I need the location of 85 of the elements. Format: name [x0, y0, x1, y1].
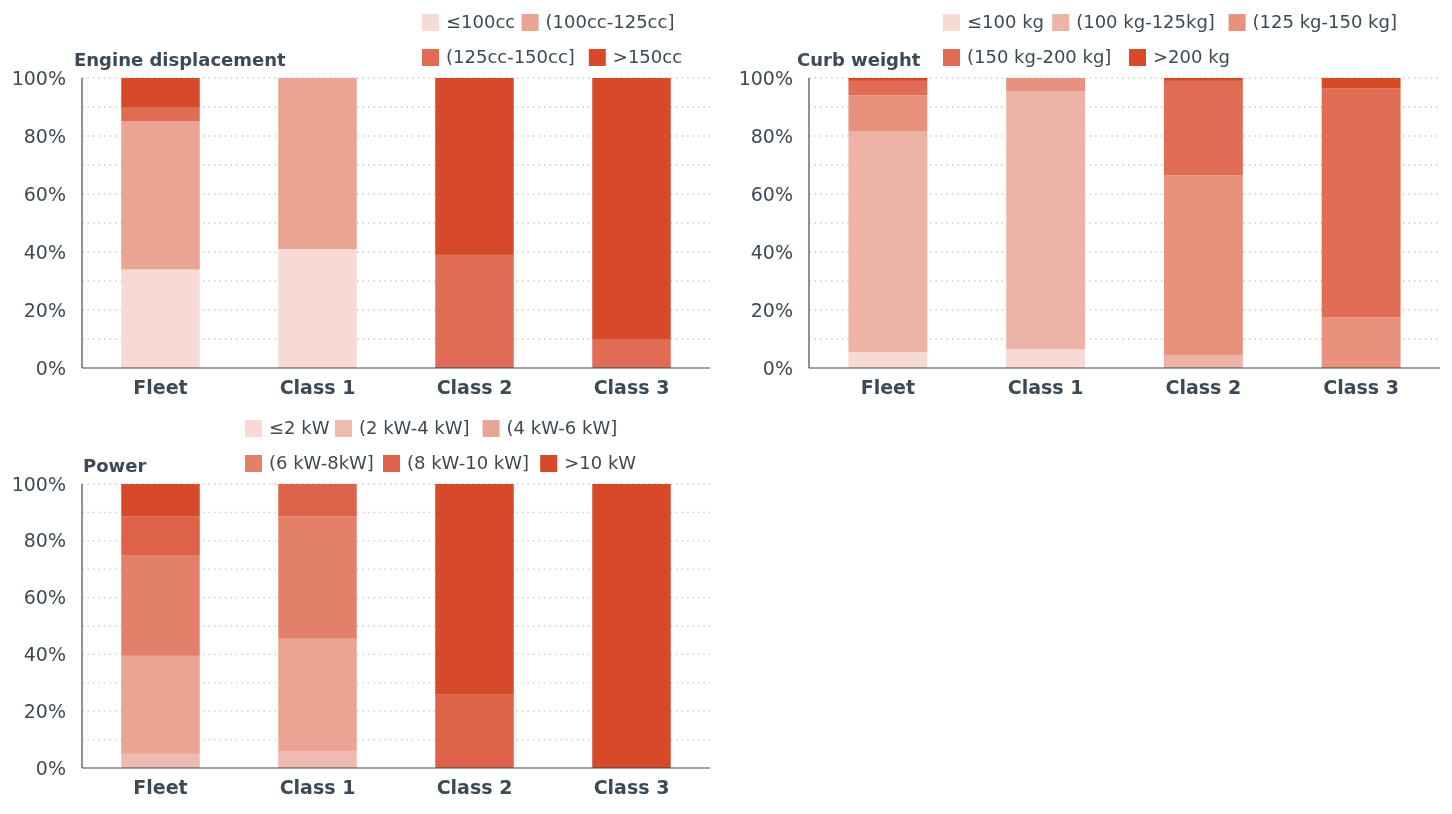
y-tick-label: 0%	[762, 356, 793, 379]
bar	[278, 516, 357, 639]
legend-label: ≤2 kW	[269, 417, 330, 439]
y-tick-label: 20%	[750, 298, 793, 321]
bar	[121, 78, 200, 107]
bar	[1163, 80, 1243, 176]
bar	[1006, 349, 1086, 368]
chart-title: Power	[83, 455, 147, 476]
legend-label: (100 kg-125kg]	[1076, 11, 1215, 33]
x-tick-label: Class 2	[1165, 376, 1242, 398]
bar	[278, 638, 357, 751]
bar	[278, 484, 357, 517]
bar	[121, 107, 200, 122]
bar	[848, 78, 928, 81]
bar	[121, 484, 200, 517]
y-tick-label: 0%	[35, 356, 66, 379]
chart-title: Curb weight	[797, 49, 921, 70]
bar	[592, 339, 671, 368]
y-tick-label: 20%	[23, 298, 66, 321]
legend-label: >200 kg	[1153, 46, 1231, 68]
legend-label: (100cc-125cc]	[545, 11, 675, 33]
y-tick-label: 80%	[23, 124, 66, 147]
y-tick-label: 60%	[23, 182, 66, 205]
x-tick-label: Class 3	[1323, 376, 1399, 398]
bar	[121, 269, 200, 368]
y-tick-label: 80%	[750, 124, 793, 147]
bar	[1163, 175, 1243, 355]
bar	[121, 753, 200, 768]
x-tick-label: Class 1	[279, 376, 356, 398]
x-tick-label: Fleet	[860, 376, 916, 398]
x-tick-label: Class 2	[436, 376, 513, 398]
x-tick-label: Class 2	[436, 776, 513, 798]
y-tick-label: 0%	[35, 756, 66, 779]
y-tick-label: 100%	[11, 66, 66, 89]
bar	[1321, 78, 1401, 89]
legend-label: ≤100 kg	[967, 11, 1045, 33]
y-tick-label: 40%	[23, 643, 66, 666]
bar	[1006, 78, 1086, 92]
y-tick-label: 80%	[23, 529, 66, 552]
x-tick-label: Class 3	[593, 776, 670, 798]
legend-label: >10 kW	[564, 452, 637, 474]
bar	[1163, 354, 1243, 368]
legend-label: (150 kg-200 kg]	[967, 46, 1112, 68]
bar	[435, 484, 514, 695]
x-tick-label: Class 3	[593, 376, 670, 398]
bar	[592, 484, 671, 768]
x-tick-label: Class 1	[1007, 376, 1084, 398]
bar	[435, 78, 514, 255]
x-tick-label: Fleet	[133, 776, 188, 798]
bar	[278, 750, 357, 768]
y-tick-label: 60%	[750, 182, 793, 205]
bar	[121, 516, 200, 555]
y-tick-label: 60%	[23, 586, 66, 609]
bar	[1006, 91, 1086, 350]
x-tick-label: Class 1	[279, 776, 356, 798]
bar	[435, 694, 514, 768]
legend-label: ≤100cc	[446, 11, 516, 33]
bar	[121, 121, 200, 270]
bar	[121, 555, 200, 656]
bar	[848, 352, 928, 368]
bar	[848, 95, 928, 132]
bar	[848, 80, 928, 96]
bar	[848, 131, 928, 353]
chart-title: Engine displacement	[74, 49, 287, 70]
bar	[121, 655, 200, 754]
y-tick-label: 40%	[23, 240, 66, 263]
bar	[435, 254, 514, 368]
legend-label: (125 kg-150 kg]	[1252, 11, 1398, 33]
y-tick-label: 100%	[11, 472, 66, 495]
y-tick-label: 40%	[750, 240, 793, 263]
legend-label: (2 kW-4 kW]	[359, 417, 470, 439]
bar	[1321, 317, 1401, 368]
legend-label: (125cc-150cc]	[446, 46, 575, 68]
legend-label: (8 kW-10 kW]	[407, 452, 530, 474]
bar	[1321, 88, 1401, 318]
legend-label: (4 kW-6 kW]	[506, 417, 618, 439]
bar	[592, 78, 671, 339]
legend-label: (6 kW-8kW]	[269, 452, 374, 474]
bar	[278, 78, 357, 250]
y-tick-label: 100%	[738, 66, 793, 89]
y-tick-label: 20%	[23, 699, 66, 722]
bar	[278, 249, 357, 368]
legend-label: >150cc	[612, 46, 683, 68]
bar	[1163, 78, 1243, 81]
x-tick-label: Fleet	[133, 376, 188, 398]
